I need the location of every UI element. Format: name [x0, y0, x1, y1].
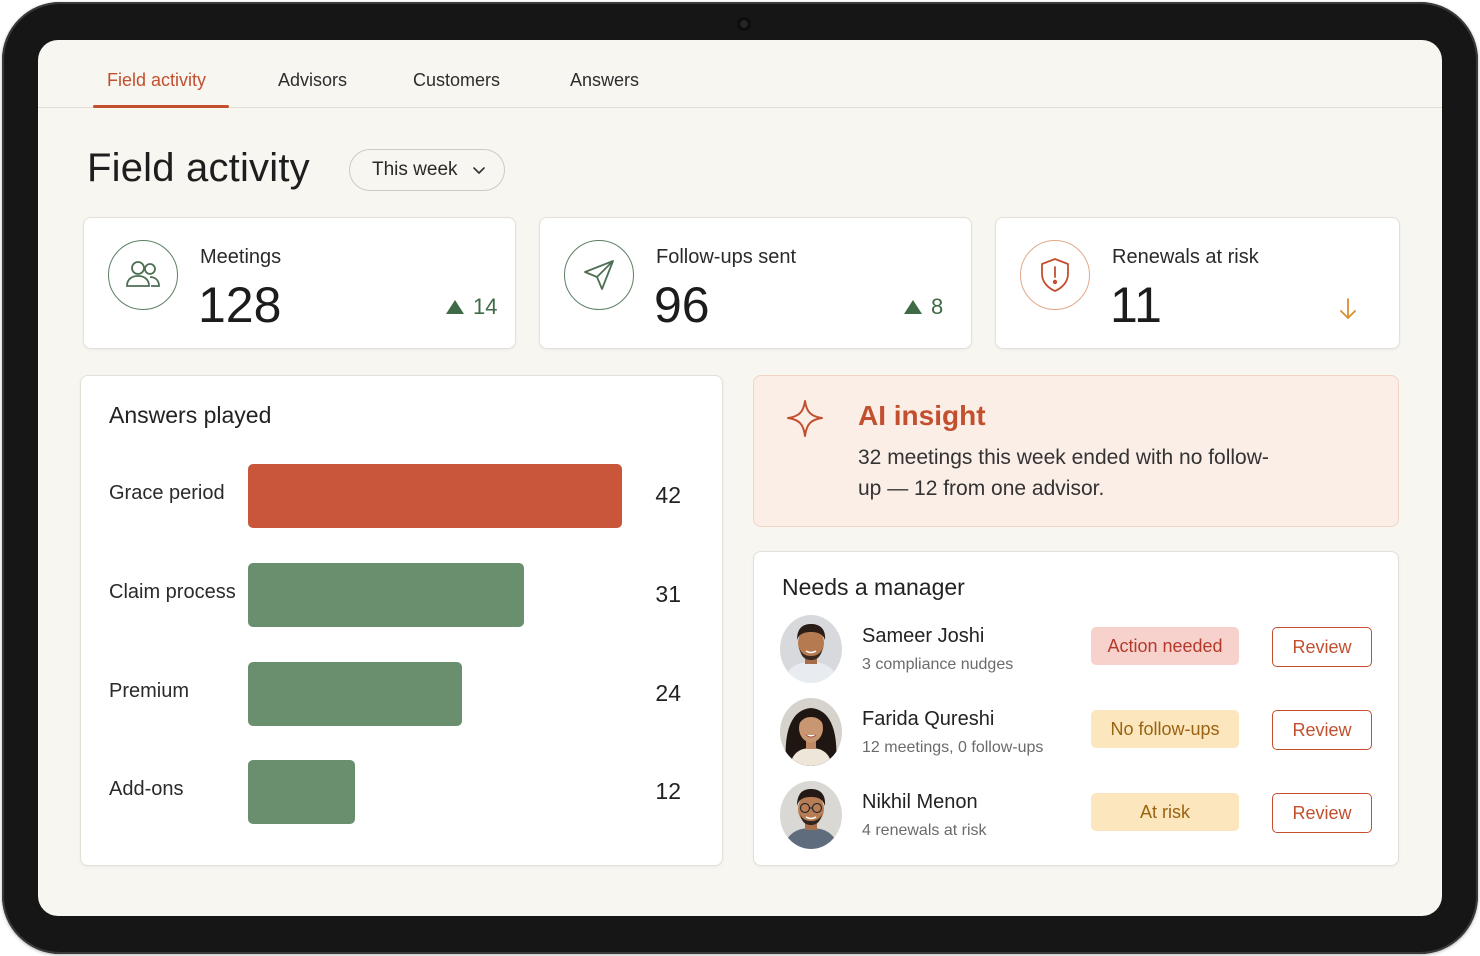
bar-label: Claim process: [109, 581, 236, 603]
sparkle-icon: [787, 400, 823, 437]
people-icon: [108, 240, 178, 310]
insight-title: AI insight: [858, 400, 986, 431]
section-title: Needs a manager: [782, 574, 965, 600]
bar-label: Add-ons: [109, 778, 184, 800]
tab-field-activity[interactable]: Field activity: [107, 70, 207, 90]
person-name: Farida Qureshi: [862, 708, 995, 730]
page-title: Field activity: [87, 146, 310, 190]
app-screen: Field activity Advisors Customers Answer…: [38, 40, 1442, 916]
bar-row-grace-period[interactable]: Grace period 42: [81, 464, 723, 528]
list-item: Sameer Joshi 3 compliance nudges Action …: [754, 615, 1400, 687]
answers-played-card: Answers played Grace period 42 Claim pro…: [80, 375, 723, 866]
status-badge: No follow-ups: [1091, 710, 1239, 748]
bar: [248, 464, 622, 528]
avatar: [780, 615, 842, 683]
kpi-delta-value: 14: [473, 294, 498, 319]
person-detail: 3 compliance nudges: [862, 656, 1014, 673]
person-name: Sameer Joshi: [862, 625, 985, 647]
bar: [248, 662, 462, 726]
kpi-value: 11: [1110, 277, 1162, 333]
section-title: Answers played: [109, 402, 272, 428]
tab-customers[interactable]: Customers: [413, 70, 501, 90]
bar-row-premium[interactable]: Premium 24: [81, 662, 723, 726]
kpi-label: Meetings: [200, 246, 282, 268]
top-tabs: Field activity Advisors Customers Answer…: [38, 40, 1442, 108]
tab-answers[interactable]: Answers: [570, 70, 640, 90]
kpi-delta: 14: [446, 294, 497, 320]
active-tab-indicator: [93, 105, 229, 108]
bar-value: 31: [655, 581, 681, 607]
review-button[interactable]: Review: [1272, 710, 1372, 750]
bar-value: 24: [655, 680, 681, 706]
kpi-value: 96: [654, 277, 710, 333]
avatar: [780, 781, 842, 849]
bar-label: Premium: [109, 680, 190, 702]
kpi-label: Renewals at risk: [1112, 246, 1259, 268]
person-detail: 4 renewals at risk: [862, 822, 987, 839]
bar: [248, 563, 524, 627]
list-item: Farida Qureshi 12 meetings, 0 follow-ups…: [754, 698, 1400, 770]
trend-up-icon: [904, 300, 922, 314]
kpi-card-followups: Follow-ups sent 96 8: [539, 217, 972, 349]
kpi-label: Follow-ups sent: [656, 246, 797, 268]
kpi-card-renewals: Renewals at risk 11: [995, 217, 1400, 349]
kpi-delta: 8: [904, 294, 943, 320]
arrow-down-icon: [1340, 298, 1356, 319]
bar-row-claim-process[interactable]: Claim process 31: [81, 563, 723, 627]
ai-insight-card: AI insight 32 meetings this week ended w…: [753, 375, 1399, 527]
send-icon: [564, 240, 634, 310]
tab-advisors[interactable]: Advisors: [278, 70, 348, 90]
kpi-delta-value: 8: [931, 294, 944, 319]
period-select[interactable]: This week: [349, 149, 505, 191]
shield-alert-icon: [1020, 240, 1090, 310]
kpi-value: 128: [198, 277, 282, 333]
period-select-value: This week: [372, 159, 458, 180]
bar-value: 42: [655, 482, 681, 508]
person-detail: 12 meetings, 0 follow-ups: [862, 739, 1044, 756]
insight-text: 32 meetings this week ended with no foll…: [858, 446, 1269, 500]
review-button[interactable]: Review: [1272, 793, 1372, 833]
bar-value: 12: [655, 778, 681, 804]
trend-up-icon: [446, 300, 464, 314]
kpi-card-meetings: Meetings 128 14: [83, 217, 516, 349]
camera: [737, 17, 751, 31]
status-badge: Action needed: [1091, 627, 1239, 665]
needs-manager-card: Needs a manager Sameer Joshi 3 complia: [753, 551, 1399, 866]
bar: [248, 760, 355, 824]
list-item: Nikhil Menon 4 renewals at risk At risk …: [754, 781, 1400, 853]
bar-label: Grace period: [109, 482, 225, 504]
bar-row-add-ons[interactable]: Add-ons 12: [81, 760, 723, 824]
status-badge: At risk: [1091, 793, 1239, 831]
chevron-down-icon: [473, 167, 485, 174]
person-name: Nikhil Menon: [862, 791, 978, 813]
avatar: [780, 698, 842, 766]
review-button[interactable]: Review: [1272, 627, 1372, 667]
